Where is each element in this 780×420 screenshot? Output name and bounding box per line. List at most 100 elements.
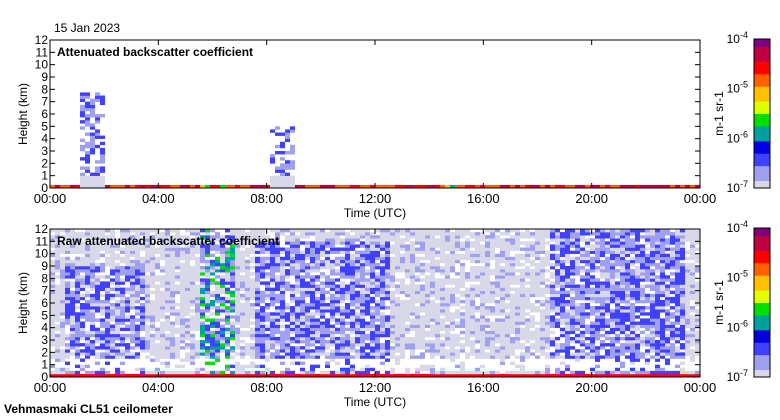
heatmap-cell [90, 98, 95, 102]
heatmap-cell [95, 244, 100, 248]
heatmap-cell [200, 293, 205, 298]
heatmap-cell [575, 352, 580, 356]
heatmap-cell [480, 370, 485, 375]
heatmap-cell [340, 293, 345, 298]
heatmap-cell [145, 250, 150, 254]
heatmap-cell [270, 278, 275, 282]
heatmap-cell [295, 281, 300, 285]
heatmap-cell [325, 343, 330, 347]
heatmap-cell [175, 250, 180, 254]
heatmap-cell [125, 343, 130, 347]
heatmap-cell [565, 315, 570, 319]
heatmap-cell [430, 333, 435, 338]
heatmap-cell [285, 272, 290, 276]
heatmap-cell [340, 184, 345, 189]
heatmap-cell [600, 290, 605, 295]
heatmap-cell [495, 370, 500, 375]
heatmap-cell [565, 284, 570, 288]
heatmap-cell [540, 336, 545, 341]
heatmap-cell [420, 333, 425, 338]
heatmap-cell [190, 327, 195, 332]
heatmap-cell [280, 287, 285, 291]
heatmap-cell [605, 281, 610, 285]
heatmap-cell [405, 253, 410, 258]
heatmap-cell [385, 235, 390, 239]
heatmap-cell [365, 232, 370, 236]
heatmap-cell [600, 229, 605, 233]
heatmap-cell [605, 269, 610, 273]
heatmap-cell [360, 275, 365, 279]
heatmap-cell [220, 346, 225, 350]
heatmap-cell [550, 321, 555, 325]
heatmap-cell [505, 346, 510, 350]
heatmap-cell [210, 244, 215, 248]
heatmap-cell [445, 296, 450, 301]
heatmap-cell [330, 241, 335, 245]
heatmap-cell [635, 299, 640, 304]
heatmap-cell [180, 262, 185, 267]
heatmap-cell [365, 370, 370, 375]
heatmap-cell [330, 278, 335, 282]
heatmap-cell [485, 355, 490, 359]
heatmap-cell [505, 321, 510, 325]
heatmap-cell [435, 352, 440, 356]
heatmap-cell [565, 367, 570, 372]
heatmap-cell [605, 259, 610, 264]
heatmap-cell [310, 364, 315, 369]
heatmap-cell [555, 367, 560, 372]
heatmap-cell [500, 266, 505, 270]
heatmap-cell [350, 269, 355, 273]
heatmap-cell [590, 312, 595, 316]
heatmap-cell [115, 315, 120, 319]
heatmap-cell [455, 284, 460, 288]
heatmap-cell [430, 287, 435, 291]
x-axis-label: Time (UTC) [344, 206, 406, 220]
heatmap-cell [310, 229, 315, 233]
heatmap-cell [535, 232, 540, 236]
heatmap-cell [70, 241, 75, 245]
heatmap-cell [525, 336, 530, 341]
heatmap-cell [640, 336, 645, 341]
heatmap-cell [360, 324, 365, 328]
heatmap-cell [625, 290, 630, 295]
heatmap-cell [100, 184, 105, 189]
heatmap-cell [585, 238, 590, 242]
heatmap-cell [360, 293, 365, 298]
heatmap-cell [475, 241, 480, 245]
heatmap-cell [385, 275, 390, 279]
heatmap-cell [605, 235, 610, 239]
colorbar-segment [754, 123, 770, 127]
colorbar-segment [754, 61, 770, 65]
heatmap-cell [225, 281, 230, 285]
heatmap-cell [490, 296, 495, 301]
heatmap-cell [190, 266, 195, 270]
heatmap-cell [370, 232, 375, 236]
heatmap-cell [535, 184, 540, 189]
heatmap-cell [515, 244, 520, 248]
heatmap-cell [590, 367, 595, 372]
heatmap-cell [510, 324, 515, 328]
heatmap-cell [340, 349, 345, 353]
heatmap-cell [620, 293, 625, 298]
heatmap-cell [510, 303, 515, 307]
heatmap-cell [105, 256, 110, 261]
heatmap-cell [135, 235, 140, 239]
heatmap-cell [165, 259, 170, 264]
heatmap-cell [635, 327, 640, 332]
heatmap-cell [630, 321, 635, 325]
heatmap-cell [240, 352, 245, 356]
heatmap-cell [300, 312, 305, 316]
heatmap-cell [100, 101, 105, 106]
heatmap-cell [150, 269, 155, 273]
heatmap-cell [625, 373, 630, 378]
heatmap-cell [670, 184, 675, 189]
heatmap-cell [50, 327, 55, 332]
heatmap-cell [325, 238, 330, 242]
heatmap-cell [285, 238, 290, 242]
heatmap-cell [120, 229, 125, 233]
heatmap-cell [170, 349, 175, 353]
heatmap-cell [85, 175, 90, 180]
heatmap-cell [380, 184, 385, 189]
heatmap-cell [275, 309, 280, 313]
heatmap-cell [570, 250, 575, 254]
